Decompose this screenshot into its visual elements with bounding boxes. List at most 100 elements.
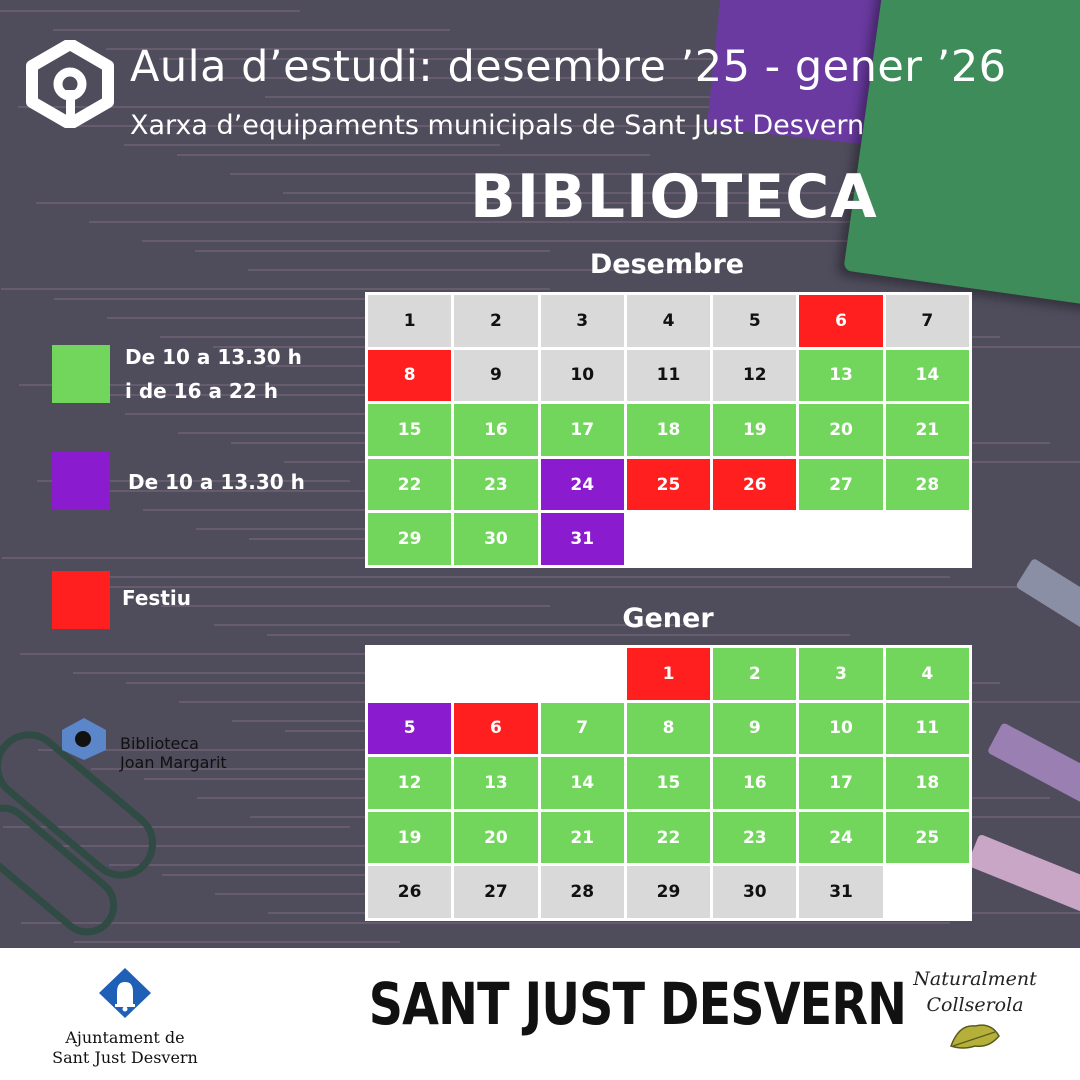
- wood-grain-line: [230, 173, 800, 175]
- wood-grain-line: [55, 576, 950, 578]
- wood-grain-line: [0, 10, 300, 12]
- wood-grain-line: [124, 144, 500, 146]
- wood-grain-line: [265, 96, 1050, 98]
- wood-grain-line: [159, 58, 750, 60]
- december-day-cell: 15: [368, 404, 452, 456]
- january-day-cell: 3: [799, 648, 883, 700]
- december-empty-cell: [626, 513, 711, 565]
- wood-grain-line: [18, 106, 900, 108]
- january-empty-cell: [540, 648, 624, 700]
- january-day-cell: 13: [454, 757, 538, 809]
- december-day-cell: 23: [454, 458, 538, 511]
- december-empty-cell: [799, 513, 883, 565]
- legend-label-green: De 10 a 13.30 h i de 16 a 22 h: [125, 340, 302, 408]
- wood-grain-line: [72, 394, 600, 396]
- december-day-cell: 21: [885, 404, 969, 456]
- legend-swatch-green: [52, 345, 110, 403]
- december-empty-cell: [713, 513, 797, 565]
- naturalment-collserola-logo: Naturalment Collserola: [900, 966, 1050, 1056]
- december-day-cell: 26: [713, 458, 797, 511]
- calendar-december: 1 2 3 4 5 6 7 8 9 10 11 12 13 14 15 16 17 18 19 20 21 22 23 24 2…: [365, 292, 972, 568]
- wood-grain-line: [19, 384, 450, 386]
- january-day-cell: 24: [799, 811, 883, 864]
- pencil-decoration: [966, 833, 1080, 933]
- december-day-cell: 28: [885, 458, 969, 511]
- wood-grain-line: [90, 490, 500, 492]
- january-day-cell: 21: [540, 811, 624, 864]
- wood-grain-line: [108, 586, 1080, 588]
- december-day-cell: 1: [368, 295, 452, 347]
- january-day-cell: 9: [713, 702, 797, 755]
- january-day-cell: 30: [713, 866, 797, 918]
- january-day-cell: 22: [626, 811, 711, 864]
- page-subtitle: Xarxa d’equipaments municipals de Sant J…: [130, 110, 865, 141]
- wood-grain-line: [248, 269, 700, 271]
- city-wordmark: SANT JUST DESVERN: [368, 970, 907, 1038]
- naturalment-line2: Collserola: [926, 994, 1024, 1016]
- december-day-cell: 10: [540, 349, 624, 402]
- january-empty-cell: [885, 866, 969, 918]
- december-day-cell: 16: [454, 404, 538, 456]
- wood-grain-line: [142, 240, 1080, 242]
- december-day-cell: 31: [540, 513, 624, 565]
- wood-grain-line: [161, 605, 550, 607]
- january-day-cell: 31: [799, 866, 883, 918]
- december-day-cell: 6: [799, 295, 883, 347]
- january-day-cell: 15: [626, 757, 711, 809]
- wood-grain-line: [56, 845, 500, 847]
- december-day-cell: 18: [626, 404, 711, 456]
- wood-grain-line: [20, 653, 700, 655]
- legend-swatch-purple: [52, 452, 110, 510]
- january-day-cell: 26: [368, 866, 452, 918]
- january-day-cell: 14: [540, 757, 624, 809]
- library-name-line1: Biblioteca: [120, 734, 199, 753]
- oak-leaf-icon: [950, 1024, 1000, 1049]
- page-title: Aula d’estudi: desembre ’25 - gener ’26: [130, 42, 1007, 92]
- december-empty-cell: [885, 513, 969, 565]
- january-day-cell: 23: [713, 811, 797, 864]
- december-day-cell: 24: [540, 458, 624, 511]
- december-day-cell: 29: [368, 513, 452, 565]
- december-day-cell: 8: [368, 349, 452, 402]
- january-day-cell: 18: [885, 757, 969, 809]
- calendar-january: 1 2 3 4 5 6 7 8 9 10 11 12 13 14 15 16 17 18 19 20 21 22 23 24 2…: [365, 645, 972, 921]
- december-day-cell: 30: [454, 513, 538, 565]
- december-day-cell: 17: [540, 404, 624, 456]
- wood-grain-line: [21, 922, 950, 924]
- ajuntament-line1: Ajuntament de: [65, 1028, 185, 1047]
- wood-grain-line: [177, 154, 650, 156]
- month-title-january: Gener: [622, 603, 714, 634]
- december-day-cell: 9: [454, 349, 538, 402]
- wood-grain-line: [36, 202, 800, 204]
- month-title-december: Desembre: [589, 249, 745, 280]
- wood-grain-line: [212, 77, 900, 79]
- december-day-cell: 2: [454, 295, 538, 347]
- january-day-cell: 7: [540, 702, 624, 755]
- network-logo-icon: [26, 40, 114, 128]
- wood-grain-line: [74, 941, 400, 943]
- december-day-cell: 25: [626, 458, 711, 511]
- december-day-cell: 11: [626, 349, 711, 402]
- december-day-cell: 12: [713, 349, 797, 402]
- naturalment-line1: Naturalment: [913, 968, 1037, 990]
- legend-label-line: De 10 a 13.30 h: [125, 345, 302, 369]
- january-day-cell: 8: [626, 702, 711, 755]
- library-logo-icon: [62, 718, 106, 760]
- legend-label-red: Festiu: [122, 586, 191, 610]
- section-heading: BIBLIOTECA: [470, 162, 878, 232]
- january-empty-cell: [368, 648, 452, 700]
- ajuntament-line2: Sant Just Desvern: [52, 1048, 198, 1067]
- wood-grain-line: [71, 125, 1050, 127]
- legend-label-purple: De 10 a 13.30 h: [128, 470, 305, 494]
- january-day-cell: 25: [885, 811, 969, 864]
- january-day-cell: 17: [799, 757, 883, 809]
- december-day-cell: 27: [799, 458, 883, 511]
- january-day-cell: 19: [368, 811, 452, 864]
- january-day-cell: 10: [799, 702, 883, 755]
- wood-grain-line: [195, 250, 550, 252]
- wood-grain-line: [53, 29, 450, 31]
- december-day-cell: 22: [368, 458, 452, 511]
- footer-bar: Ajuntament de Sant Just Desvern SANT JUS…: [0, 948, 1080, 1080]
- wood-grain-line: [214, 624, 700, 626]
- january-day-cell: 28: [540, 866, 624, 918]
